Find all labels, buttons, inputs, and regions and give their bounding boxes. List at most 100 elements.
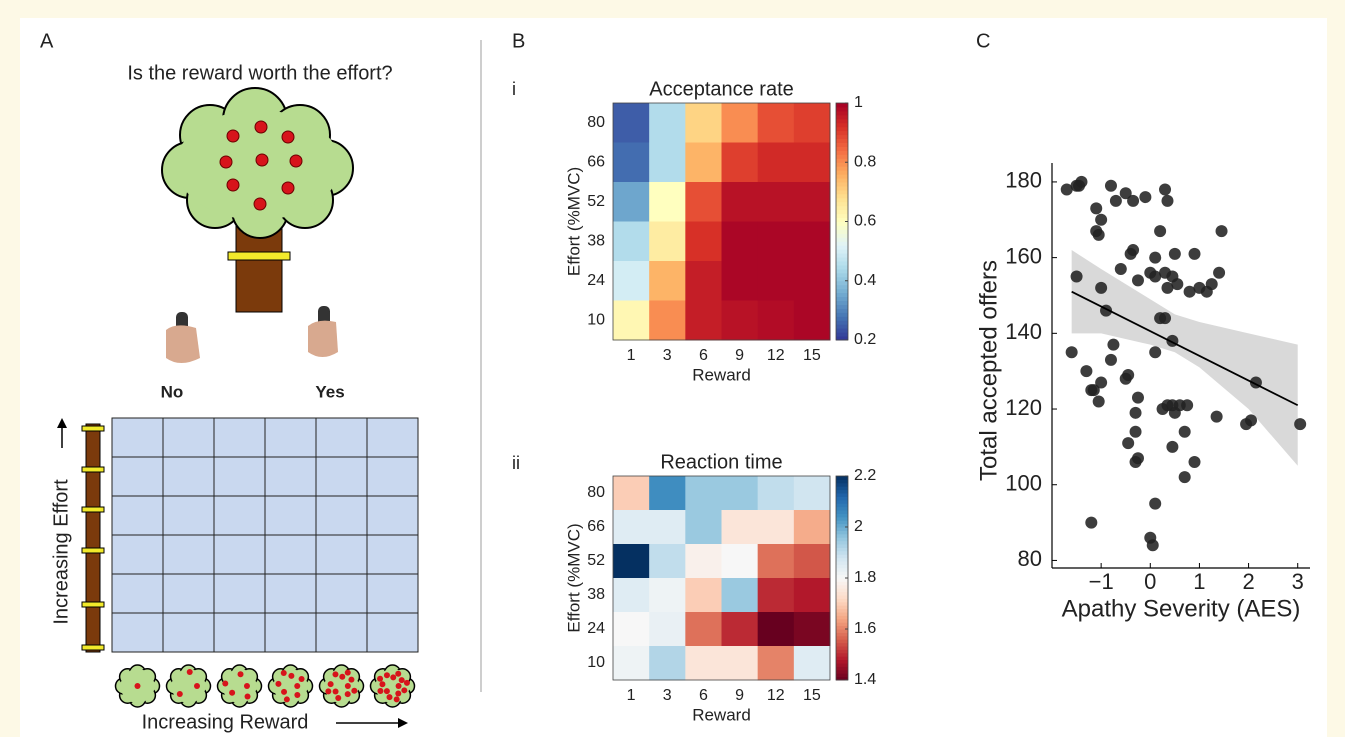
colorbar-segment <box>836 174 848 179</box>
bush-apple <box>401 687 408 694</box>
heatmap-cell <box>757 182 795 222</box>
heatmap-cell <box>685 300 722 341</box>
heatmap-cell <box>757 261 795 301</box>
colorbar-segment <box>836 673 848 678</box>
x-tick-label: 12 <box>767 347 785 364</box>
data-point <box>1095 376 1108 389</box>
colorbar-segment <box>836 557 848 562</box>
data-point <box>1215 225 1228 238</box>
heatmap-cell <box>613 578 650 613</box>
heatmap-cell <box>721 300 759 341</box>
colorbar-segment <box>836 225 848 230</box>
grid-cell <box>162 612 215 653</box>
data-point <box>1127 244 1140 257</box>
x-tick-label: 1 <box>1193 569 1205 594</box>
bush-apple <box>332 671 339 678</box>
colorbar-segment <box>836 540 848 545</box>
data-point <box>1161 194 1174 207</box>
data-point <box>1183 285 1196 298</box>
colorbar-segment <box>836 656 848 661</box>
grid-cell <box>264 573 317 614</box>
grid-cell <box>315 495 368 536</box>
colorbar-segment <box>836 615 848 620</box>
colorbar-segment <box>836 261 848 266</box>
grid-cell <box>366 456 419 497</box>
fit-line <box>1071 290 1299 407</box>
heatmap-cell <box>721 578 759 613</box>
colorbar-segment <box>836 241 848 246</box>
grid-cell <box>366 495 419 536</box>
data-point <box>1104 179 1117 192</box>
y-tick-label: 120 <box>1005 395 1042 420</box>
colorbar-segment <box>836 170 848 175</box>
colorbar-segment <box>836 578 848 582</box>
colorbar-segment <box>836 185 848 191</box>
data-point <box>1245 414 1258 427</box>
colorbar-segment <box>836 520 848 525</box>
data-point <box>1178 425 1191 438</box>
data-point <box>1109 194 1122 207</box>
heatmap-cell <box>721 261 759 301</box>
bush-apple <box>348 676 355 683</box>
x-tick-label: 9 <box>735 347 744 364</box>
colorbar-segment <box>836 103 848 108</box>
colorbar-segment <box>836 618 848 623</box>
bush-apple <box>395 670 402 677</box>
y-tick-label: 38 <box>587 586 605 603</box>
y-tick-label: 66 <box>587 518 605 535</box>
heatmap-cell <box>649 612 686 647</box>
data-point <box>1092 395 1105 408</box>
colorbar-segment <box>836 332 848 337</box>
y-tick-label: 24 <box>587 272 605 289</box>
colorbar-segment <box>836 201 848 207</box>
heatmap-cell <box>613 544 650 579</box>
colorbar-segment <box>836 516 848 521</box>
bush-apple <box>383 672 390 679</box>
grid-cell <box>213 456 266 497</box>
data-point <box>1161 281 1174 294</box>
data-point <box>1090 202 1103 215</box>
colorbar-segment <box>836 499 848 504</box>
colorbar-segment <box>836 571 848 576</box>
colorbar-segment <box>836 544 848 548</box>
heatmap-cell <box>721 476 759 511</box>
bush-apple <box>134 683 141 689</box>
data-point <box>1119 187 1132 200</box>
colorbar-segment <box>836 595 848 599</box>
colorbar-segment <box>836 142 848 147</box>
heatmap-cell <box>685 646 722 681</box>
colorbar-segment <box>836 479 848 484</box>
colorbar-segment <box>836 513 848 518</box>
grid-cell <box>264 417 317 458</box>
colorbar-segment <box>836 635 848 640</box>
heatmap-cell <box>793 142 831 183</box>
heatmap-cell <box>613 300 650 341</box>
x-tick-label: 0 <box>1144 569 1156 594</box>
colorbar-segment <box>836 567 848 572</box>
heatmap-cell <box>685 261 722 301</box>
colorbar-segment <box>836 296 848 301</box>
colorbar-segment <box>836 118 848 124</box>
bush-apple <box>390 674 397 681</box>
colorbar-segment <box>836 506 848 511</box>
tree <box>161 87 354 313</box>
grid-cell <box>213 573 266 614</box>
x-tick-label: 15 <box>803 347 821 364</box>
data-point <box>1178 471 1191 484</box>
bush-apple <box>325 688 332 695</box>
heatmap-cell <box>721 612 759 647</box>
grid-cell <box>111 573 164 614</box>
colorbar-segment <box>836 288 848 294</box>
chart-title: Acceptance rate <box>649 78 794 100</box>
colorbar-segment <box>836 482 848 487</box>
x-tick-label: 3 <box>1292 569 1304 594</box>
colorbar-segment <box>836 642 848 647</box>
colorbar-segment <box>836 166 848 171</box>
bush-apple <box>335 695 342 702</box>
colorbar-segment <box>836 564 848 569</box>
y-tick-label: 24 <box>587 620 605 637</box>
data-point <box>1205 278 1218 291</box>
grid-cell <box>366 534 419 575</box>
y-tick-label: 52 <box>587 552 605 569</box>
colorbar-segment <box>836 649 848 654</box>
